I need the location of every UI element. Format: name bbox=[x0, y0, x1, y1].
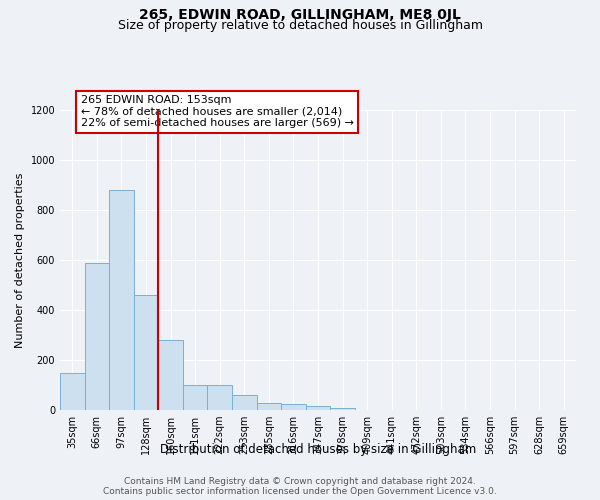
Text: Distribution of detached houses by size in Gillingham: Distribution of detached houses by size … bbox=[160, 442, 476, 456]
Bar bbox=[134, 295, 158, 410]
Text: 265, EDWIN ROAD, GILLINGHAM, ME8 0JL: 265, EDWIN ROAD, GILLINGHAM, ME8 0JL bbox=[139, 8, 461, 22]
Bar bbox=[183, 385, 208, 410]
Bar bbox=[330, 408, 355, 410]
Y-axis label: Number of detached properties: Number of detached properties bbox=[15, 172, 25, 348]
Text: Size of property relative to detached houses in Gillingham: Size of property relative to detached ho… bbox=[118, 19, 482, 32]
Bar bbox=[306, 406, 330, 410]
Bar bbox=[158, 340, 183, 410]
Bar bbox=[208, 385, 232, 410]
Bar bbox=[257, 402, 281, 410]
Bar bbox=[85, 262, 109, 410]
Bar bbox=[109, 190, 134, 410]
Text: 265 EDWIN ROAD: 153sqm
← 78% of detached houses are smaller (2,014)
22% of semi-: 265 EDWIN ROAD: 153sqm ← 78% of detached… bbox=[80, 95, 353, 128]
Bar bbox=[60, 372, 85, 410]
Text: Contains public sector information licensed under the Open Government Licence v3: Contains public sector information licen… bbox=[103, 486, 497, 496]
Bar bbox=[232, 395, 257, 410]
Text: Contains HM Land Registry data © Crown copyright and database right 2024.: Contains HM Land Registry data © Crown c… bbox=[124, 478, 476, 486]
Bar bbox=[281, 404, 306, 410]
